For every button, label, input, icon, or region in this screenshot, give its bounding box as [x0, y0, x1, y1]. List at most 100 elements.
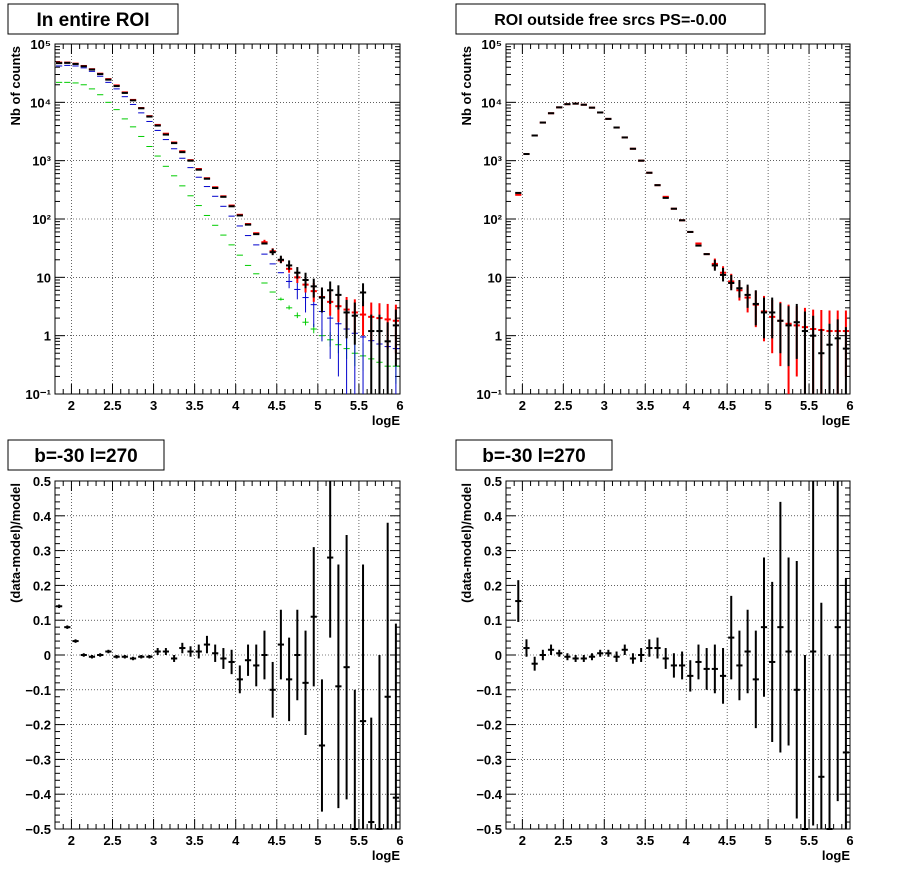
data-series-2 — [56, 64, 399, 394]
y-tick-label: 0 — [495, 648, 502, 663]
chart-title: In entire ROI — [37, 10, 150, 31]
x-axis-label: logE — [822, 848, 850, 863]
chart-title-box — [455, 439, 613, 471]
y-tick-label: 10⁴ — [30, 95, 51, 110]
chart-panel-4: 2 2.5 3 3.5 4 4.5 5 5.5 6 −0.5 −0.4 −0.3 −0.2 −0.1 0 0.… — [455, 439, 854, 863]
y-tick-label: 10 — [37, 270, 51, 285]
x-tick-label: 4 — [232, 833, 240, 848]
x-tick-label: 3 — [150, 398, 157, 413]
x-tick-label: 5 — [764, 398, 771, 413]
y-tick-label: 10 — [488, 270, 502, 285]
data-series-1 — [56, 81, 399, 384]
y-tick-label: 10³ — [483, 154, 502, 169]
y-tick-label: −0.1 — [476, 683, 502, 698]
x-tick-label: 2 — [519, 398, 526, 413]
y-tick-label: −0.3 — [476, 752, 502, 767]
x-axis-label: logE — [822, 413, 850, 428]
x-tick-label: 2.5 — [554, 398, 572, 413]
data-series-1 — [515, 102, 849, 394]
y-tick-label: 0.1 — [484, 613, 502, 628]
y-tick-label: 0.1 — [33, 613, 51, 628]
y-tick-label: 1 — [44, 329, 51, 344]
y-tick-label: −0.1 — [25, 683, 51, 698]
y-tick-label: 0.2 — [484, 578, 502, 593]
y-tick-label: −0.4 — [25, 787, 51, 802]
y-tick-label: 0.4 — [33, 509, 52, 524]
data-series-1 — [56, 481, 399, 830]
y-tick-label: 0.3 — [484, 544, 502, 559]
x-tick-label: 4.5 — [268, 398, 286, 413]
x-tick-label: 4 — [683, 398, 691, 413]
y-tick-label: 0.5 — [484, 474, 502, 489]
x-tick-label: 2.5 — [103, 833, 121, 848]
y-tick-label: −0.3 — [25, 752, 51, 767]
x-tick-label: 5 — [314, 833, 321, 848]
data-series-4 — [56, 61, 399, 394]
x-tick-label: 3.5 — [186, 398, 204, 413]
y-tick-label: 10⁵ — [481, 37, 502, 52]
x-tick-label: 6 — [846, 398, 853, 413]
y-tick-label: 0.5 — [33, 474, 51, 489]
y-axis-label: Nb of counts — [459, 46, 474, 125]
x-tick-label: 4 — [683, 833, 691, 848]
x-tick-label: 2 — [68, 833, 75, 848]
x-tick-label: 2 — [68, 398, 75, 413]
y-tick-label: 10⁻¹ — [25, 387, 51, 402]
x-tick-label: 5.5 — [350, 398, 368, 413]
x-tick-label: 5.5 — [800, 398, 818, 413]
x-tick-label: 3 — [601, 833, 608, 848]
x-tick-label: 3.5 — [636, 833, 654, 848]
y-tick-label: 10² — [483, 212, 502, 227]
x-tick-label: 6 — [846, 833, 853, 848]
x-tick-label: 3 — [150, 833, 157, 848]
y-tick-label: 10² — [32, 212, 51, 227]
x-tick-label: 3.5 — [186, 833, 204, 848]
y-tick-label: 10⁻¹ — [476, 387, 502, 402]
x-tick-label: 2.5 — [554, 833, 572, 848]
x-tick-label: 6 — [396, 398, 403, 413]
data-series-2 — [515, 102, 849, 394]
y-tick-label: 0.4 — [484, 509, 503, 524]
y-tick-label: 0 — [44, 648, 51, 663]
y-tick-label: −0.2 — [476, 718, 502, 733]
chart-title: b=-30 l=270 — [34, 446, 138, 467]
y-tick-label: 0.2 — [33, 578, 51, 593]
y-axis-label: Nb of counts — [8, 46, 23, 125]
chart-title-box — [7, 3, 179, 35]
chart-panel-1: 2 2.5 3 3.5 4 4.5 5 5.5 6 10⁻¹ 1 10 10² 10³ 10⁴ 10⁵ logE… — [7, 3, 404, 428]
y-tick-label: −0.4 — [476, 787, 502, 802]
data-series-1 — [515, 481, 849, 830]
y-tick-label: −0.2 — [25, 718, 51, 733]
x-tick-label: 4.5 — [718, 398, 736, 413]
x-tick-label: 3.5 — [636, 398, 654, 413]
x-tick-label: 2.5 — [103, 398, 121, 413]
x-tick-label: 5 — [314, 398, 321, 413]
y-tick-label: 1 — [495, 329, 502, 344]
x-tick-label: 5 — [764, 833, 771, 848]
y-tick-label: 10³ — [32, 154, 51, 169]
x-tick-label: 4 — [232, 398, 240, 413]
x-axis-label: logE — [372, 848, 400, 863]
y-tick-label: 0.3 — [33, 544, 51, 559]
chart-title: b=-30 l=270 — [482, 446, 586, 467]
chart-panel-3: 2 2.5 3 3.5 4 4.5 5 5.5 6 −0.5 −0.4 −0.3 −0.2 −0.1 0 0.… — [7, 439, 404, 863]
y-tick-label: −0.5 — [476, 822, 502, 837]
y-tick-label: 10⁴ — [481, 95, 502, 110]
x-tick-label: 6 — [396, 833, 403, 848]
y-tick-label: 10⁵ — [30, 37, 51, 52]
y-axis-label: (data-model)/model — [8, 483, 23, 603]
chart-panel-2: 2 2.5 3 3.5 4 4.5 5 5.5 6 10⁻¹ 1 10 10² 10³ 10⁴ 10⁵ logE… — [455, 3, 854, 428]
chart-title-box — [7, 439, 165, 471]
chart-title-box — [455, 3, 766, 35]
x-tick-label: 4.5 — [718, 833, 736, 848]
y-tick-label: −0.5 — [25, 822, 51, 837]
x-tick-label: 5.5 — [350, 833, 368, 848]
x-tick-label: 3 — [601, 398, 608, 413]
x-tick-label: 4.5 — [268, 833, 286, 848]
x-tick-label: 5.5 — [800, 833, 818, 848]
chart-title: ROI outside free srcs PS=-0.00 — [494, 12, 727, 29]
y-axis-label: (data-model)/model — [459, 483, 474, 603]
x-tick-label: 2 — [519, 833, 526, 848]
x-axis-label: logE — [372, 413, 400, 428]
